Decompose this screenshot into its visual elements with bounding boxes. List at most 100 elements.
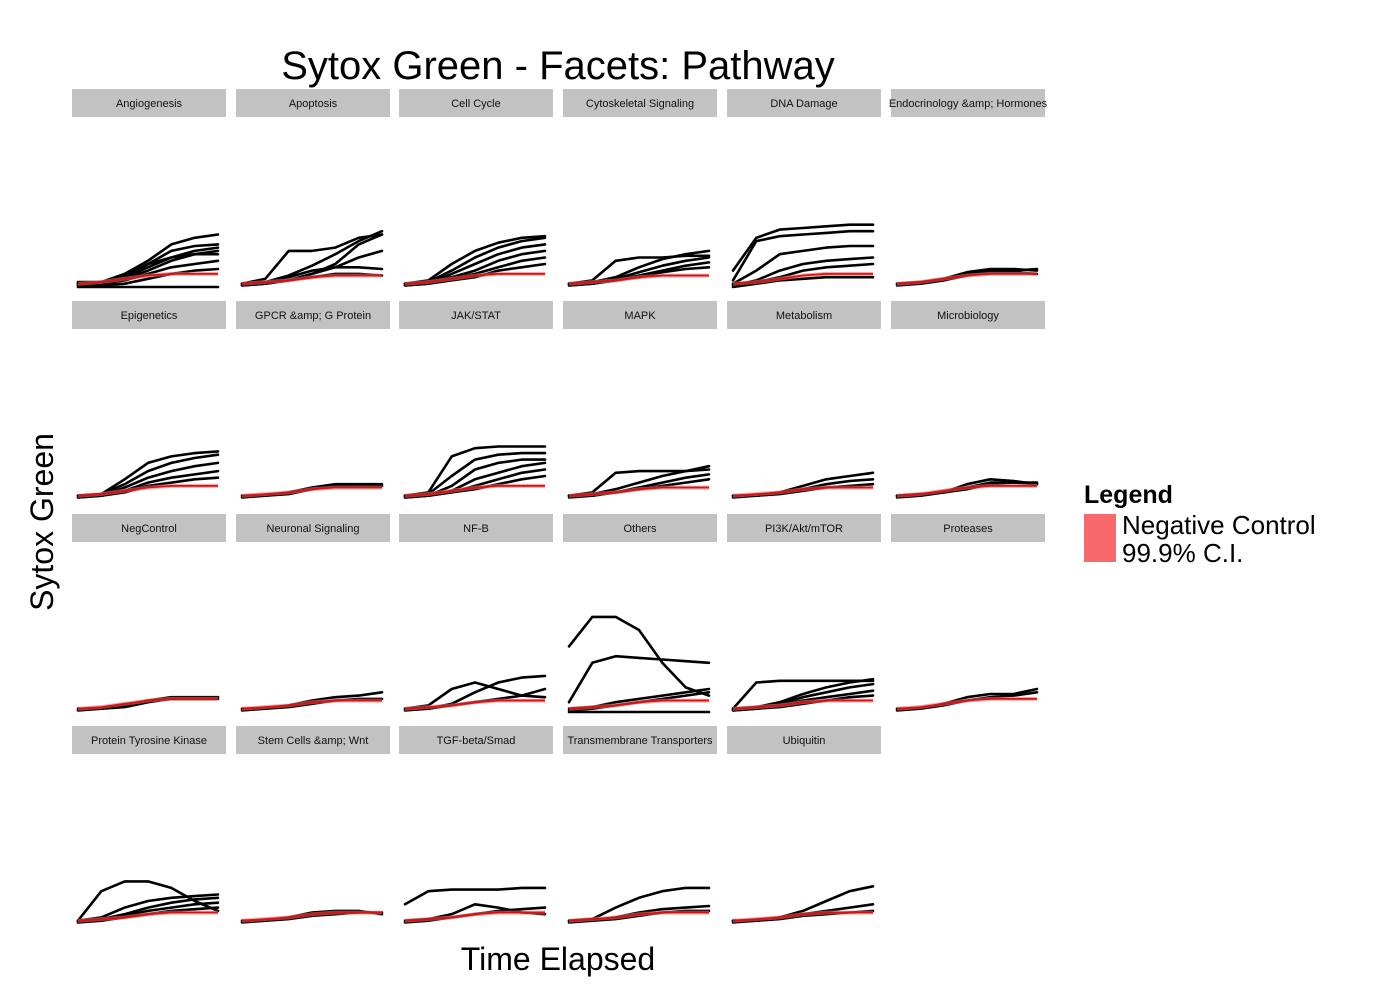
facet-label: Proteases <box>943 523 993 535</box>
control-ci-band <box>569 273 709 286</box>
series-line-1 <box>731 223 875 272</box>
control-mean-line <box>77 273 218 285</box>
control-ci-band <box>78 910 218 923</box>
facet-endocrinology-and-hormones: Endocrinology &amp; Hormones <box>889 89 1048 287</box>
series-line-2 <box>731 229 875 282</box>
facet-label: Microbiology <box>937 310 999 322</box>
facet-strip <box>891 89 1045 117</box>
control-mean-line <box>568 699 709 710</box>
facet-label: Apoptosis <box>289 98 338 110</box>
control-ci-band <box>405 698 545 711</box>
control-ci-band <box>242 273 382 286</box>
control-mean-line <box>241 911 382 922</box>
facet-label: Stem Cells &amp; Wnt <box>258 735 369 747</box>
control-ci-band <box>405 910 545 923</box>
facet-label: Epigenetics <box>121 310 178 322</box>
control-ci-band <box>78 271 218 286</box>
facet-pi3k-akt-mtor: PI3K/Akt/mTOR <box>727 514 881 712</box>
facet-strip <box>891 514 1045 542</box>
facet-label: PI3K/Akt/mTOR <box>765 523 843 535</box>
control-mean-line <box>896 485 1037 497</box>
control-mean-line <box>732 911 873 922</box>
control-ci-band <box>569 698 709 711</box>
facet-strip <box>236 89 390 117</box>
facet-jak-stat: JAK/STAT <box>399 301 553 499</box>
facet-microbiology: Microbiology <box>891 301 1045 499</box>
facet-strip <box>72 726 226 754</box>
control-ci-band <box>78 483 218 498</box>
control-mean-line <box>732 273 873 285</box>
control-ci-band <box>405 271 545 286</box>
x-axis-title: Time Elapsed <box>461 941 655 977</box>
facet-label: Angiogenesis <box>116 98 183 110</box>
legend-label-line-1: Negative Control <box>1122 510 1316 540</box>
control-ci-band <box>569 485 709 498</box>
series-line-1 <box>731 471 875 497</box>
control-mean-line <box>241 486 382 497</box>
facet-protein-tyrosine-kinase: Protein Tyrosine Kinase <box>72 726 226 924</box>
facet-tgf-beta-smad: TGF-beta/Smad <box>399 726 553 924</box>
control-mean-line <box>77 911 218 922</box>
control-ci-band <box>242 485 382 498</box>
facet-strip <box>236 726 390 754</box>
control-ci-band <box>733 271 873 286</box>
control-ci-band <box>733 698 873 711</box>
facet-label: Neuronal Signaling <box>267 523 360 535</box>
facet-strip <box>727 514 881 542</box>
control-ci-band <box>242 910 382 923</box>
series-line-1 <box>403 886 547 906</box>
facet-proteases: Proteases <box>891 514 1045 712</box>
facet-strip <box>891 301 1045 329</box>
facet-strip <box>727 89 881 117</box>
facet-label: NegControl <box>121 523 177 535</box>
facet-dna-damage: DNA Damage <box>727 89 881 289</box>
facet-strip <box>236 301 390 329</box>
legend-key-negative-control <box>1084 514 1116 562</box>
facet-strip <box>72 514 226 542</box>
control-mean-line <box>404 273 545 285</box>
facet-grid: Angiogenesis Apoptosis Cell Cycle Cytoskele… <box>72 89 1048 924</box>
control-mean-line <box>732 486 873 497</box>
facet-strip <box>236 514 390 542</box>
facet-angiogenesis: Angiogenesis <box>72 89 226 289</box>
series-line-1 <box>76 880 220 922</box>
facet-label: Protein Tyrosine Kinase <box>91 735 207 747</box>
facet-strip <box>563 514 717 542</box>
facet-ubiquitin: Ubiquitin <box>727 726 881 924</box>
series-line-3 <box>731 244 875 285</box>
facet-neuronal-signaling: Neuronal Signaling <box>236 514 390 712</box>
series-line-1 <box>567 615 711 697</box>
facet-strip <box>563 301 717 329</box>
control-mean-line <box>241 274 382 285</box>
series-line-4 <box>76 469 220 497</box>
facet-strip <box>727 301 881 329</box>
facet-strip <box>563 726 717 754</box>
facet-label: Endocrinology &amp; Hormones <box>889 98 1048 110</box>
control-mean-line <box>77 698 218 710</box>
facet-label: Ubiquitin <box>783 735 826 747</box>
control-ci-band <box>78 696 218 711</box>
control-ci-band <box>897 483 1037 498</box>
facet-strip <box>563 89 717 117</box>
series-line-6 <box>76 267 220 287</box>
facet-mapk: MAPK <box>563 301 717 499</box>
facet-label: Metabolism <box>776 310 832 322</box>
control-ci-band <box>897 271 1037 286</box>
facet-label: JAK/STAT <box>451 310 501 322</box>
control-mean-line <box>77 485 218 497</box>
control-mean-line <box>241 699 382 710</box>
y-axis-title: Sytox Green <box>24 433 60 611</box>
facet-label: DNA Damage <box>770 98 837 110</box>
control-mean-line <box>404 485 545 497</box>
control-ci-band <box>569 910 709 923</box>
legend-title: Legend <box>1084 481 1173 509</box>
control-mean-line <box>568 486 709 497</box>
facet-strip <box>72 89 226 117</box>
control-ci-band <box>733 485 873 498</box>
facet-stem-cells-and-wnt: Stem Cells &amp; Wnt <box>236 726 390 924</box>
facet-strip <box>399 514 553 542</box>
facet-epigenetics: Epigenetics <box>72 301 226 499</box>
control-mean-line <box>568 274 709 285</box>
facet-cytoskeletal-signaling: Cytoskeletal Signaling <box>563 89 717 287</box>
